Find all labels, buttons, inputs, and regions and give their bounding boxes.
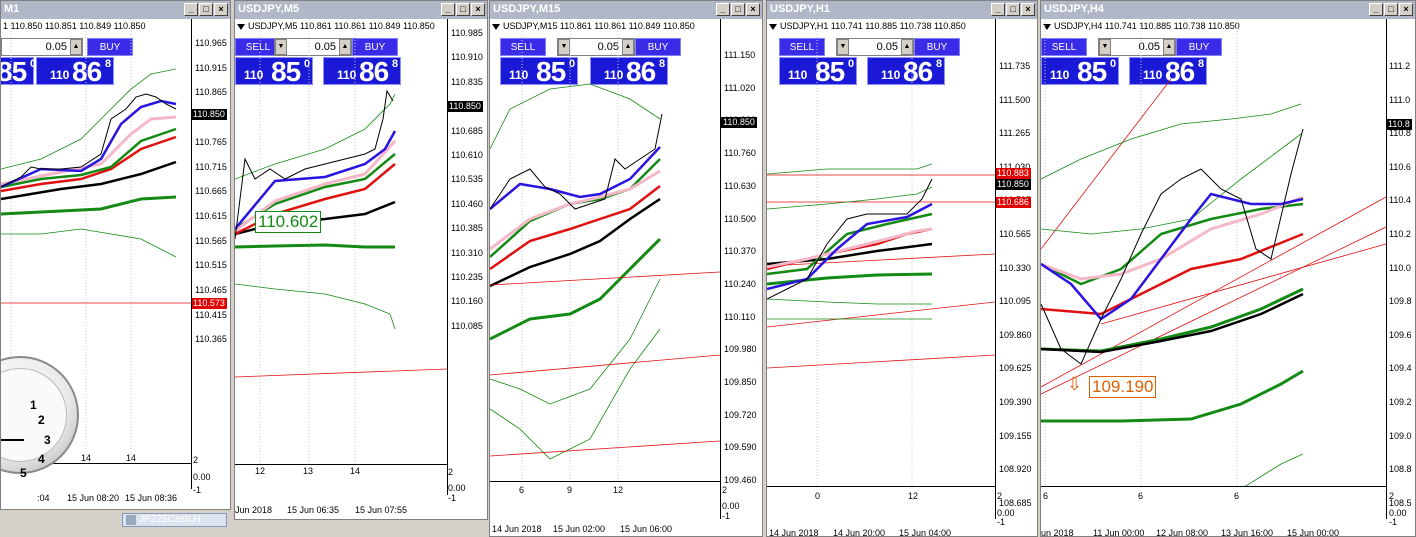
close-icon[interactable]: × xyxy=(214,3,228,16)
minimized-window-jp225[interactable]: JP225Cash,H xyxy=(122,513,227,527)
symbol-quote: USDJPY,H1 110.741 110.885 110.738 110.85… xyxy=(767,21,966,31)
lot-size-field[interactable]: ▼ 0.05 ▲ xyxy=(1098,38,1176,56)
ma-green-thick xyxy=(1,195,177,216)
ask-price-panel[interactable]: 110 86 8 xyxy=(36,56,114,87)
minimize-icon[interactable]: _ xyxy=(991,3,1005,16)
arrow-down-icon: ⇩ xyxy=(1067,374,1083,394)
chart-window-m1[interactable]: M1 _ □ × 1 110.850 110.851 110.849 110.850… xyxy=(0,0,231,510)
bid-price-panel[interactable]: 110 85 0 xyxy=(1041,56,1119,87)
lot-size-field[interactable]: 0.05 ▲ xyxy=(1,38,83,56)
current-price-label: 110.850 xyxy=(191,109,227,120)
lot-size-field[interactable]: ▼ 0.05 ▲ xyxy=(557,38,635,56)
restore-icon[interactable]: □ xyxy=(1384,3,1398,16)
low-price-label: 110.686 xyxy=(995,197,1031,208)
bid-price-panel[interactable]: 110 85 0 xyxy=(235,56,313,87)
symbol-quote: USDJPY,M5 110.861 110.861 110.849 110.85… xyxy=(235,21,435,31)
window-titlebar[interactable]: USDJPY,M15 _ □ × xyxy=(490,1,762,19)
restore-icon[interactable]: □ xyxy=(456,3,470,16)
bollinger-lower xyxy=(1,228,177,258)
symbol-quote: 1 110.850 110.851 110.849 110.850 xyxy=(3,21,146,31)
current-price-label: 110.850 xyxy=(995,179,1031,190)
ask-price-panel[interactable]: 110 86 8 xyxy=(590,56,668,87)
close-icon[interactable]: × xyxy=(1021,3,1035,16)
ma-red xyxy=(1,135,177,193)
spin-down-icon[interactable]: ▼ xyxy=(275,39,287,55)
clock-face: 1 2 3 4 5 xyxy=(1,368,67,480)
close-icon[interactable]: × xyxy=(1399,3,1413,16)
dropdown-icon[interactable] xyxy=(237,23,245,30)
symbol-quote: USDJPY,M15 110.861 110.861 110.849 110.8… xyxy=(490,21,695,31)
window-titlebar[interactable]: USDJPY,H4 _ □ × xyxy=(1041,1,1415,19)
ma-green xyxy=(1,127,177,189)
current-price-label: 110.850 xyxy=(447,101,483,112)
price-tag[interactable]: 109.190 xyxy=(1089,376,1157,398)
window-titlebar[interactable]: USDJPY,M5 _ □ × xyxy=(235,1,487,19)
price-line xyxy=(1,93,177,188)
restore-icon[interactable]: □ xyxy=(731,3,745,16)
chart-window-m15[interactable]: USDJPY,M15 _ □ × USDJPY,M15 110.861 110.86… xyxy=(489,0,763,537)
buy-button[interactable]: BUY xyxy=(87,38,133,56)
bollinger-upper xyxy=(1,68,177,170)
symbol-quote: USDJPY,H4 110.741 110.885 110.738 110.85… xyxy=(1041,21,1240,31)
price-chart[interactable] xyxy=(767,19,995,486)
ask-price-panel[interactable]: 110 86 8 xyxy=(323,56,401,87)
buy-button[interactable]: BUY xyxy=(635,38,681,56)
sell-button[interactable]: SELL xyxy=(500,38,546,56)
bid-price-panel[interactable]: 850 xyxy=(1,56,36,87)
spin-icon[interactable]: ▲ xyxy=(70,39,82,55)
current-price-label: 110.850 xyxy=(721,117,757,128)
ask-price-panel[interactable]: 110 86 8 xyxy=(1129,56,1207,87)
restore-icon[interactable]: □ xyxy=(1006,3,1020,16)
minimize-icon[interactable]: _ xyxy=(716,3,730,16)
current-price-label: 110.8 xyxy=(1386,119,1412,130)
price-chart[interactable] xyxy=(235,19,447,464)
window-titlebar[interactable]: USDJPY,H1 _ □ × xyxy=(767,1,1037,19)
spin-up-icon[interactable]: ▲ xyxy=(339,39,351,55)
dropdown-icon[interactable] xyxy=(492,23,500,30)
restore-icon[interactable]: □ xyxy=(199,3,213,16)
price-chart[interactable] xyxy=(490,19,720,481)
spin-down-icon[interactable]: ▼ xyxy=(1099,39,1111,55)
spin-up-icon[interactable]: ▲ xyxy=(1163,39,1175,55)
lot-size-field[interactable]: ▼ 0.05 ▲ xyxy=(274,38,352,56)
ma-black xyxy=(1,160,177,201)
close-icon[interactable]: × xyxy=(471,3,485,16)
clock-widget[interactable]: 1 2 3 4 5 xyxy=(1,356,79,480)
minimize-icon[interactable]: _ xyxy=(1369,3,1383,16)
chart-window-h1[interactable]: USDJPY,H1 _ □ × USDJPY,H1 110.741 110.885 … xyxy=(766,0,1038,537)
chart-window-m5[interactable]: USDJPY,M5 _ □ × USDJPY,M5 110.861 110.861 … xyxy=(234,0,488,520)
ma-pink xyxy=(1,115,177,186)
chart-icon xyxy=(126,515,136,525)
window-titlebar[interactable]: M1 _ □ × xyxy=(1,1,230,19)
close-icon[interactable]: × xyxy=(746,3,760,16)
lot-size-field[interactable]: ▼ 0.05 ▲ xyxy=(836,38,914,56)
price-tag[interactable]: 110.602 xyxy=(255,211,322,233)
sell-button[interactable]: SELL xyxy=(779,38,825,56)
buy-button[interactable]: BUY xyxy=(352,38,398,56)
spin-down-icon[interactable]: ▼ xyxy=(837,39,849,55)
dropdown-icon[interactable] xyxy=(1043,23,1051,30)
buy-button[interactable]: BUY xyxy=(914,38,960,56)
chart-window-h4[interactable]: USDJPY,H4 _ □ × USDJPY,H4 110.741 110.885 … xyxy=(1040,0,1416,537)
high-price-label: 110.883 xyxy=(995,168,1031,179)
dropdown-icon[interactable] xyxy=(769,23,777,30)
bid-price-panel[interactable]: 110 85 0 xyxy=(779,56,857,87)
spin-up-icon[interactable]: ▲ xyxy=(622,39,634,55)
sell-button[interactable]: SELL xyxy=(1041,38,1087,56)
ask-price-panel[interactable]: 110 86 8 xyxy=(867,56,945,87)
level-price-label: 110.573 xyxy=(191,298,227,309)
minimize-icon[interactable]: _ xyxy=(441,3,455,16)
minimize-icon[interactable]: _ xyxy=(184,3,198,16)
bid-price-panel[interactable]: 110 85 0 xyxy=(500,56,578,87)
price-chart[interactable] xyxy=(1041,19,1386,486)
clock-hand xyxy=(1,439,24,441)
buy-button[interactable]: BUY xyxy=(1176,38,1222,56)
